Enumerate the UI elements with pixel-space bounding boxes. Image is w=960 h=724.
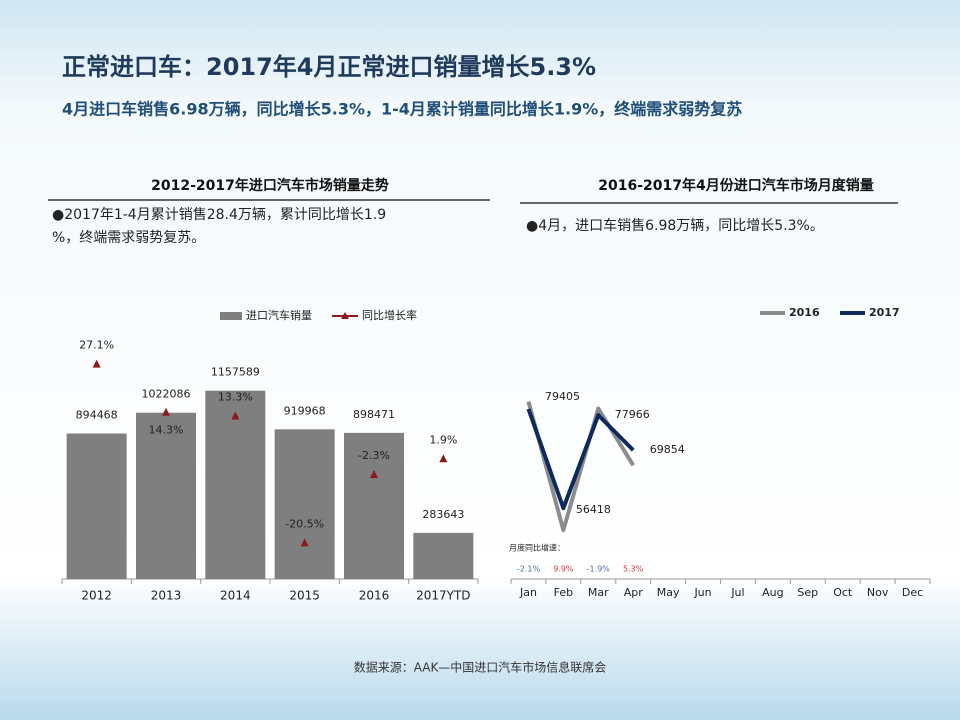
x-tick-label: Nov — [867, 586, 889, 599]
growth-label: 27.1% — [79, 339, 114, 352]
legend-marker — [341, 312, 349, 319]
legend-label: 2016 — [789, 306, 820, 319]
bar-label: 898471 — [353, 408, 395, 421]
x-tick-label: Mar — [588, 586, 609, 599]
x-tick-label: 2017YTD — [416, 589, 470, 603]
bar — [205, 390, 266, 579]
x-tick-label: Feb — [554, 586, 573, 599]
bar-label: 919968 — [284, 404, 326, 417]
growth-marker — [370, 470, 378, 479]
growth-label: -2.3% — [358, 449, 390, 462]
legend-label: 2017 — [869, 306, 900, 319]
x-tick-label: 2014 — [220, 589, 251, 603]
growth-rate: -1.9% — [587, 565, 611, 574]
growth-marker — [92, 359, 101, 368]
chart-title: 2016-2017年4月份进口汽车市场月度销量 — [598, 177, 873, 194]
series-line — [526, 401, 635, 533]
growth-label: 13.3% — [218, 390, 253, 403]
x-tick-label: 2013 — [151, 589, 182, 603]
bar — [136, 412, 196, 579]
legend-label: 同比增长率 — [362, 308, 417, 322]
x-tick-label: Sep — [797, 586, 818, 599]
bar — [66, 433, 127, 579]
x-tick-label: 2016 — [359, 589, 390, 603]
note: ●2017年1-4月累计销售28.4万辆，累计同比增长1.9 %，终端需求弱势复苏… — [52, 207, 386, 246]
bar-label: 1157589 — [211, 366, 260, 379]
series-line — [526, 408, 635, 511]
growth-marker — [231, 411, 240, 420]
x-tick-label: Oct — [833, 586, 853, 599]
growth-marker — [162, 407, 170, 416]
slide-title: 正常进口车：2017年4月正常进口销量增长5.3% — [62, 53, 596, 81]
legend-label: 进口汽车销量 — [246, 308, 312, 322]
data-label: 69854 — [650, 443, 685, 456]
x-tick-label: May — [657, 586, 680, 599]
x-tick-label: Jun — [693, 586, 711, 599]
note: ●4月，进口车销售6.98万辆，同比增长5.3%。 — [526, 217, 824, 234]
data-label: 77966 — [615, 408, 650, 421]
legend-swatch — [220, 312, 242, 320]
slide-subtitle: 4月进口车销售6.98万辆，同比增长5.3%，1-4月累计销量同比增长1.9%，… — [62, 100, 742, 119]
bar — [274, 429, 335, 579]
data-label: 79405 — [545, 390, 580, 403]
chart-title: 2012-2017年进口汽车市场销量走势 — [151, 177, 389, 194]
bar — [344, 432, 404, 579]
bar-label: 1022086 — [142, 388, 191, 401]
growth-marker — [439, 454, 448, 463]
x-tick-label: 2012 — [81, 589, 112, 603]
x-tick-label: 2015 — [289, 589, 320, 603]
growth-rate: 9.9% — [553, 565, 574, 574]
x-tick-label: Aug — [762, 586, 783, 599]
growth-label: -20.5% — [285, 517, 324, 530]
x-tick-label: Dec — [902, 586, 923, 599]
data-label: 56418 — [576, 503, 611, 516]
bar — [413, 532, 474, 579]
bar-label: 894468 — [76, 408, 118, 421]
x-tick-label: Jan — [519, 586, 537, 599]
bar-label: 283643 — [422, 508, 464, 521]
x-tick-label: Jul — [730, 586, 744, 599]
growth-marker — [300, 538, 309, 547]
growth-rate: -2.1% — [517, 565, 541, 574]
growth-label: 14.3% — [149, 424, 184, 437]
x-tick-label: Apr — [624, 586, 644, 599]
growth-title: 月度同比增速： — [509, 543, 565, 553]
growth-rate: 5.3% — [623, 565, 644, 574]
source: 数据来源：AAK—中国进口汽车市场信息联席会 — [354, 660, 607, 675]
growth-label: 1.9% — [429, 433, 457, 446]
